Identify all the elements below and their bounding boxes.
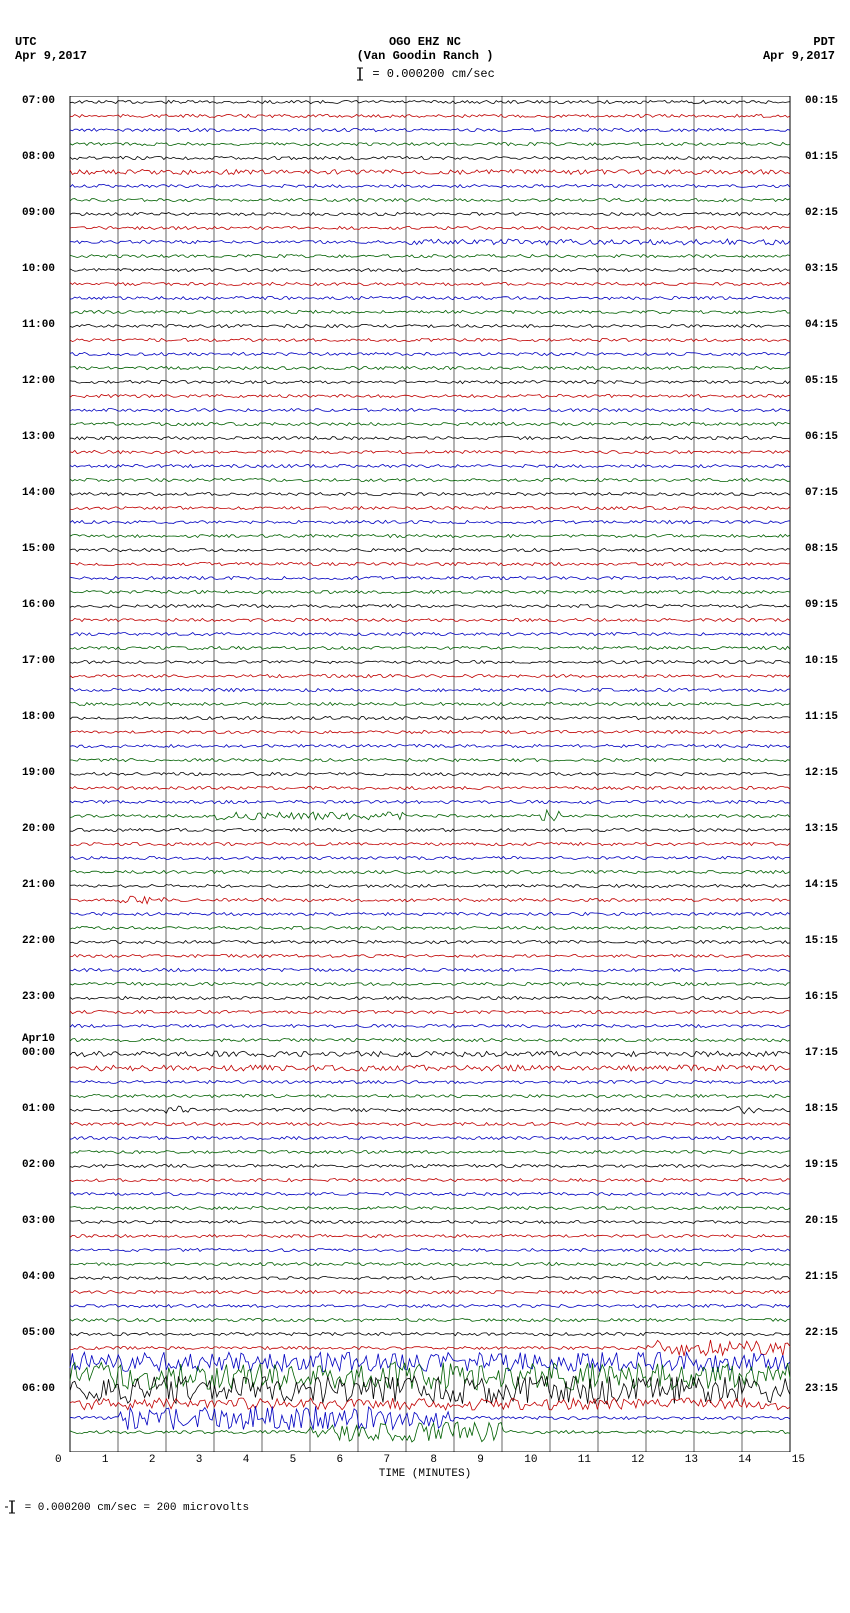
x-tick-label: 0 [55, 1454, 62, 1466]
left-time-labels: 07:00 08:00 09:00 10:00 11:00 12:00 13:00 14:00… [0, 96, 55, 1452]
time-label: 23:15 [805, 1383, 838, 1395]
time-label: 23:00 [22, 991, 55, 1003]
scale-label: = 0.000200 cm/sec [372, 67, 494, 81]
time-label: 12:00 [22, 375, 55, 387]
time-label: 17:15 [805, 1047, 838, 1059]
time-label: Apr10 [22, 1033, 55, 1045]
time-label: 00:15 [805, 95, 838, 107]
x-tick-label: 12 [631, 1454, 644, 1466]
time-label: 05:00 [22, 1327, 55, 1339]
time-label: 08:00 [22, 151, 55, 163]
time-label: 12:15 [805, 767, 838, 779]
time-label: 16:00 [22, 599, 55, 611]
time-label: 22:15 [805, 1327, 838, 1339]
time-label: 15:15 [805, 935, 838, 947]
x-tick-label: 15 [792, 1454, 805, 1466]
footnote: = 0.000200 cm/sec = 200 microvolts [4, 1500, 850, 1514]
x-tick-label: 6 [337, 1454, 344, 1466]
footnote-text: = 0.000200 cm/sec = 200 microvolts [25, 1502, 249, 1514]
time-label: 21:00 [22, 879, 55, 891]
time-label: 22:00 [22, 935, 55, 947]
station-subtitle: (Van Goodin Ranch ) [115, 49, 735, 63]
right-timezone: PDT [735, 35, 835, 49]
time-label: 05:15 [805, 375, 838, 387]
station-title: OGO EHZ NC [115, 35, 735, 49]
header-center: OGO EHZ NC (Van Goodin Ranch ) = 0.00020… [115, 35, 735, 81]
time-label: 15:00 [22, 543, 55, 555]
scale-bar-icon [355, 67, 365, 81]
time-label: 11:15 [805, 711, 838, 723]
x-tick-label: 11 [578, 1454, 591, 1466]
time-label: 18:15 [805, 1103, 838, 1115]
time-label: 10:15 [805, 655, 838, 667]
time-label: 08:15 [805, 543, 838, 555]
header: UTC Apr 9,2017 OGO EHZ NC (Van Goodin Ra… [0, 0, 850, 91]
time-label: 19:15 [805, 1159, 838, 1171]
x-tick-label: 8 [430, 1454, 437, 1466]
time-label: 02:15 [805, 207, 838, 219]
time-label: 06:00 [22, 1383, 55, 1395]
x-tick-label: 3 [196, 1454, 203, 1466]
time-label: 04:15 [805, 319, 838, 331]
x-tick-label: 10 [524, 1454, 537, 1466]
plot-container: 07:0008:0009:0010:0011:0012:0013:0014:00… [55, 96, 805, 1452]
time-label: 13:00 [22, 431, 55, 443]
time-label: 07:15 [805, 487, 838, 499]
time-label: 10:00 [22, 263, 55, 275]
x-tick-label: 5 [290, 1454, 297, 1466]
right-date: Apr 9,2017 [735, 49, 835, 63]
time-label: 21:15 [805, 1271, 838, 1283]
left-date: Apr 9,2017 [15, 49, 115, 63]
x-axis-ticks: 0123456789101112131415 [55, 1454, 805, 1466]
time-label: 01:15 [805, 151, 838, 163]
time-label: 09:15 [805, 599, 838, 611]
x-axis-title: TIME (MINUTES) [0, 1468, 850, 1480]
time-label: 16:15 [805, 991, 838, 1003]
time-label: 00:00 [22, 1047, 55, 1059]
header-left: UTC Apr 9,2017 [15, 35, 115, 81]
time-label: 01:00 [22, 1103, 55, 1115]
time-label: 18:00 [22, 711, 55, 723]
time-label: 13:15 [805, 823, 838, 835]
x-tick-label: 14 [738, 1454, 751, 1466]
time-label: 20:00 [22, 823, 55, 835]
time-label: 07:00 [22, 95, 55, 107]
time-label: 09:00 [22, 207, 55, 219]
time-label: 03:15 [805, 263, 838, 275]
time-label: 17:00 [22, 655, 55, 667]
time-label: 14:00 [22, 487, 55, 499]
x-tick-label: 1 [102, 1454, 109, 1466]
time-label: 04:00 [22, 1271, 55, 1283]
x-tick-label: 7 [383, 1454, 390, 1466]
time-label: 02:00 [22, 1159, 55, 1171]
time-label: 19:00 [22, 767, 55, 779]
left-timezone: UTC [15, 35, 115, 49]
header-right: PDT Apr 9,2017 [735, 35, 835, 81]
x-tick-label: 2 [149, 1454, 156, 1466]
seismogram-plot [55, 96, 805, 1452]
x-tick-label: 9 [477, 1454, 484, 1466]
time-label: 14:15 [805, 879, 838, 891]
right-time-labels: 00:15 01:15 02:15 03:15 04:15 05:15 06:15 07:15… [805, 96, 850, 1452]
time-label: 06:15 [805, 431, 838, 443]
footnote-scale-icon [4, 1500, 18, 1514]
time-label: 03:00 [22, 1215, 55, 1227]
x-tick-label: 4 [243, 1454, 250, 1466]
x-tick-label: 13 [685, 1454, 698, 1466]
time-label: 11:00 [22, 319, 55, 331]
scale-indicator: = 0.000200 cm/sec [115, 67, 735, 81]
time-label: 20:15 [805, 1215, 838, 1227]
